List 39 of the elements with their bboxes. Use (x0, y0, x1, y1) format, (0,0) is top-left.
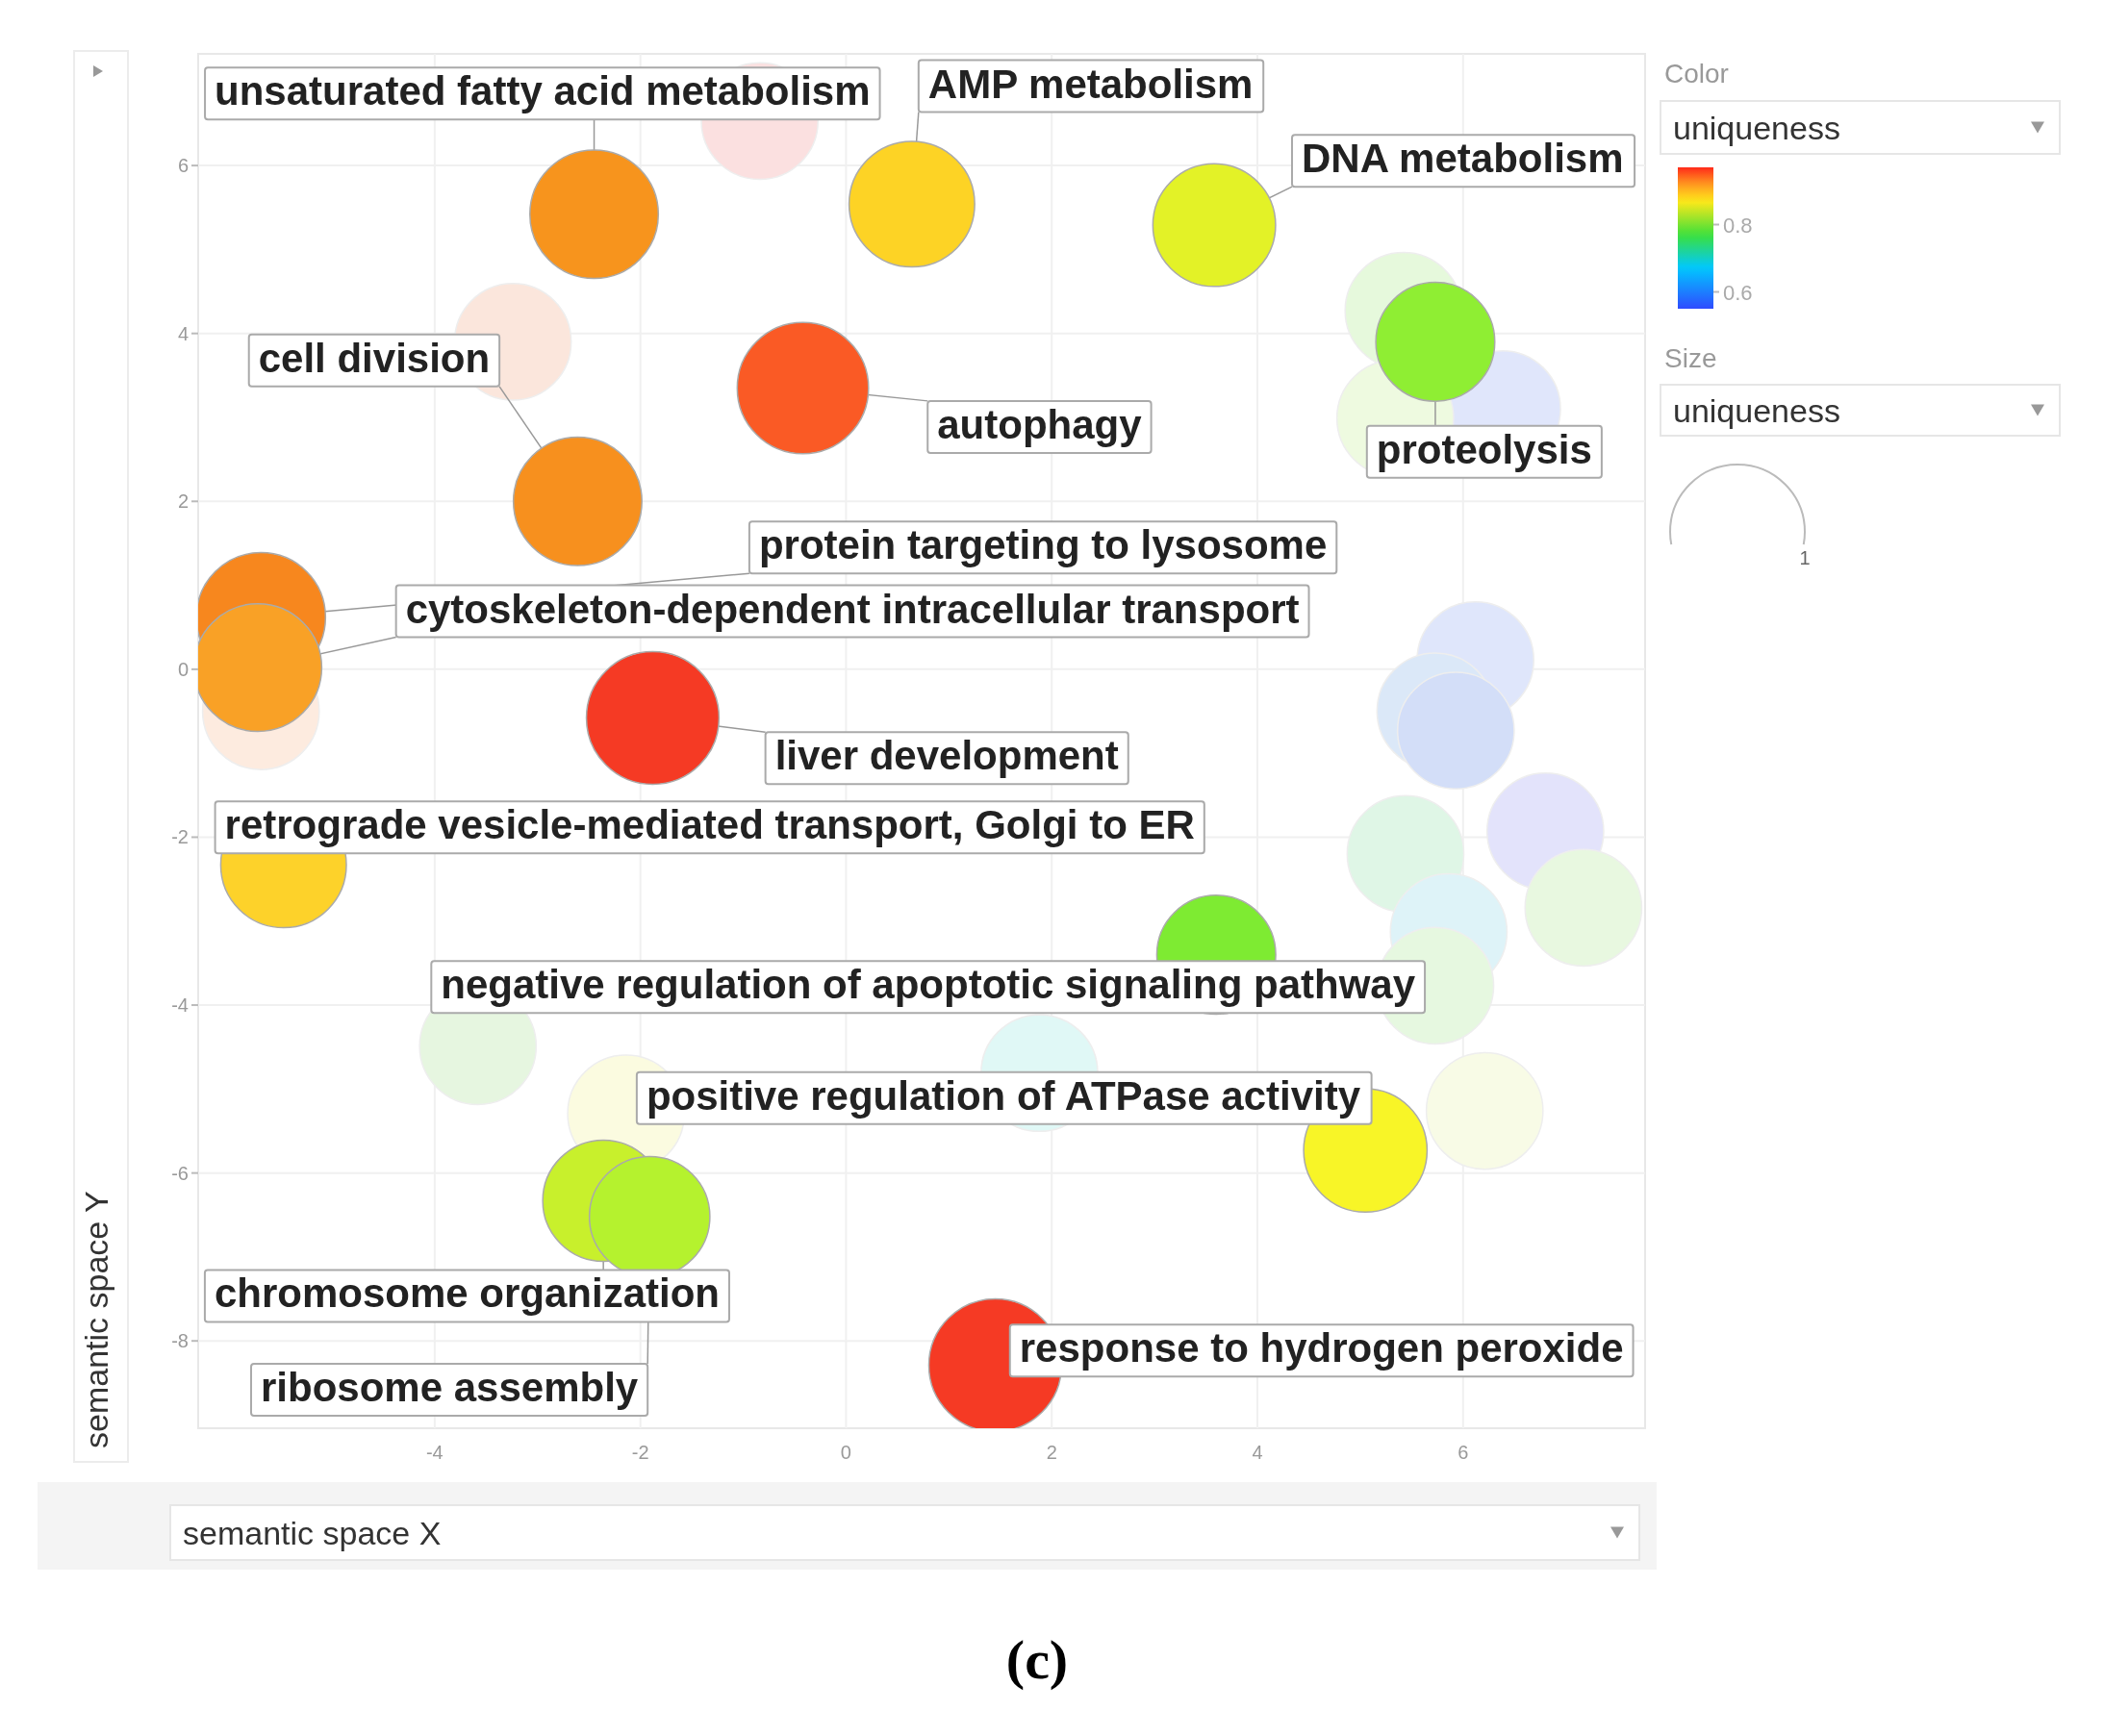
y-tick-label: -4 (171, 994, 189, 1017)
y-tick-label: 4 (177, 322, 189, 344)
y-tick-label: 0 (177, 658, 189, 680)
x-tick-label: 2 (1046, 1442, 1057, 1463)
color-bar-title: uniqueness (1673, 109, 1840, 146)
text: Size (1664, 343, 1717, 373)
text: Color (1664, 59, 1729, 88)
x-tick-label: 4 (1252, 1442, 1263, 1463)
annotation: AMP metabolism (927, 61, 1254, 107)
annotation: unsaturated fatty acid metabolism (215, 68, 871, 114)
x-tick-label: -4 (425, 1442, 444, 1463)
annotation: autophagy (937, 401, 1143, 447)
annotation: cytoskeleton-dependent intracellular transport (405, 586, 1300, 632)
y-tick-label: -8 (171, 1330, 189, 1352)
y-axis-title: semantic space Y (78, 1191, 114, 1448)
annotation: liver development (774, 733, 1119, 779)
text: (c) (1005, 1628, 1069, 1691)
color-bar-label: 0.8 (1723, 213, 1753, 238)
x-tick-label: 6 (1458, 1442, 1469, 1463)
annotation: retrograde vesicle-mediated transport, Golgi to ER (224, 802, 1195, 848)
annotation: protein targeting to lysosome (758, 522, 1328, 568)
legend-label: 1 (1799, 547, 1811, 568)
y-tick-label: -2 (171, 826, 189, 848)
color-bar-label: 0.6 (1723, 280, 1753, 305)
annotation: DNA metabolism (1302, 136, 1624, 182)
annotation: response to hydrogen peroxide (1019, 1325, 1624, 1371)
y-tick-label: 2 (177, 491, 189, 513)
annotation: positive regulation of ATPase activity (646, 1072, 1361, 1119)
text: uniqueness (1673, 392, 1840, 429)
y-tick-label: 6 (177, 155, 189, 177)
annotation: chromosome organization (214, 1271, 720, 1317)
x-axis-title: semantic space X (183, 1514, 442, 1551)
y-tick-label: -6 (171, 1162, 189, 1184)
annotation: cell division (258, 335, 491, 381)
annotation: ribosome assembly (261, 1364, 639, 1410)
x-tick-label: -2 (631, 1442, 649, 1463)
annotation: negative regulation of apoptotic signaling pathway (441, 962, 1416, 1008)
x-tick-label: 0 (840, 1442, 851, 1463)
annotation: proteolysis (1376, 426, 1592, 472)
